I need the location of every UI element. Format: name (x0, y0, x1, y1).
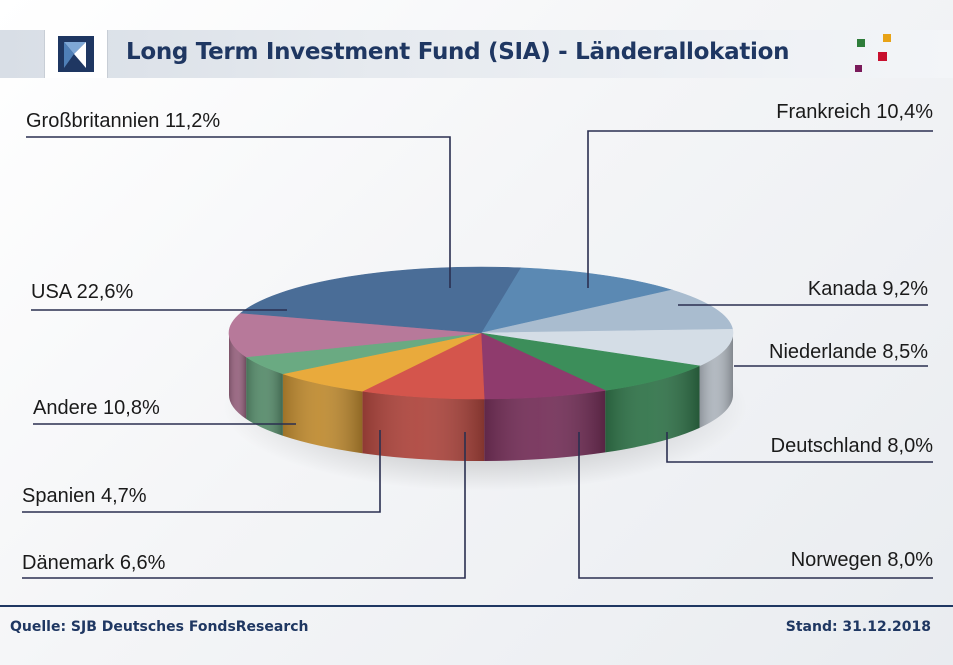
logo-icon (58, 36, 94, 72)
brand-squares-icon (855, 34, 891, 72)
slice-label-deutschland: Deutschland 8,0% (771, 435, 934, 457)
slice-label-frankreich: Frankreich 10,4% (776, 101, 933, 123)
brand-square-green (857, 39, 865, 47)
date-text: Stand: 31.12.2018 (785, 619, 931, 635)
page-title: Long Term Investment Fund (SIA) - Länder… (126, 39, 790, 65)
slice-label-niederlande: Niederlande 8,5% (769, 341, 928, 363)
slice-label-usa: USA 22,6% (31, 281, 134, 303)
pie-chart: Großbritannien 11,2% Frankreich 10,4% Kana… (22, 101, 934, 579)
brand-square-purple (855, 65, 862, 72)
slice-side-shade (699, 333, 733, 428)
brand-square-orange (883, 34, 891, 42)
slice-niederlande (480, 332, 701, 391)
slice-andere (228, 312, 482, 358)
slice-deutschland (480, 332, 607, 400)
slice-label-andere: Andere 10,8% (33, 397, 160, 419)
slice-side-shade (229, 333, 247, 419)
slice-frankreich (480, 289, 733, 334)
slice-kanada (480, 328, 734, 367)
slice-label-großbritannien: Großbritannien 11,2% (26, 110, 220, 132)
slice-label-dänemark: Dänemark 6,6% (22, 552, 166, 574)
leader-line-norwegen (578, 432, 933, 579)
slice-side-shade (362, 391, 485, 461)
leader-line-deutschland (666, 432, 933, 463)
brand-square-red (878, 52, 887, 61)
slice-side-shade (246, 356, 283, 436)
slice-norwegen (361, 332, 485, 400)
leader-line-spanien (22, 430, 381, 513)
slice-side-shade (282, 373, 363, 454)
leader-line-dänemark (22, 432, 466, 579)
slice-side-shade (605, 365, 700, 453)
header-band (0, 30, 953, 78)
slice-großbritannien (480, 267, 674, 334)
slice-label-spanien: Spanien 4,7% (22, 485, 147, 507)
source-text: Quelle: SJB Deutsches FondsResearch (10, 619, 309, 635)
fund-logo (44, 30, 108, 78)
leader-line-großbritannien (26, 136, 451, 288)
leader-line-frankreich (587, 130, 933, 288)
slice-label-norwegen: Norwegen 8,0% (791, 549, 934, 571)
slice-side-shade (484, 390, 606, 461)
footer-divider (0, 605, 953, 607)
slice-label-kanada: Kanada 9,2% (808, 278, 928, 300)
